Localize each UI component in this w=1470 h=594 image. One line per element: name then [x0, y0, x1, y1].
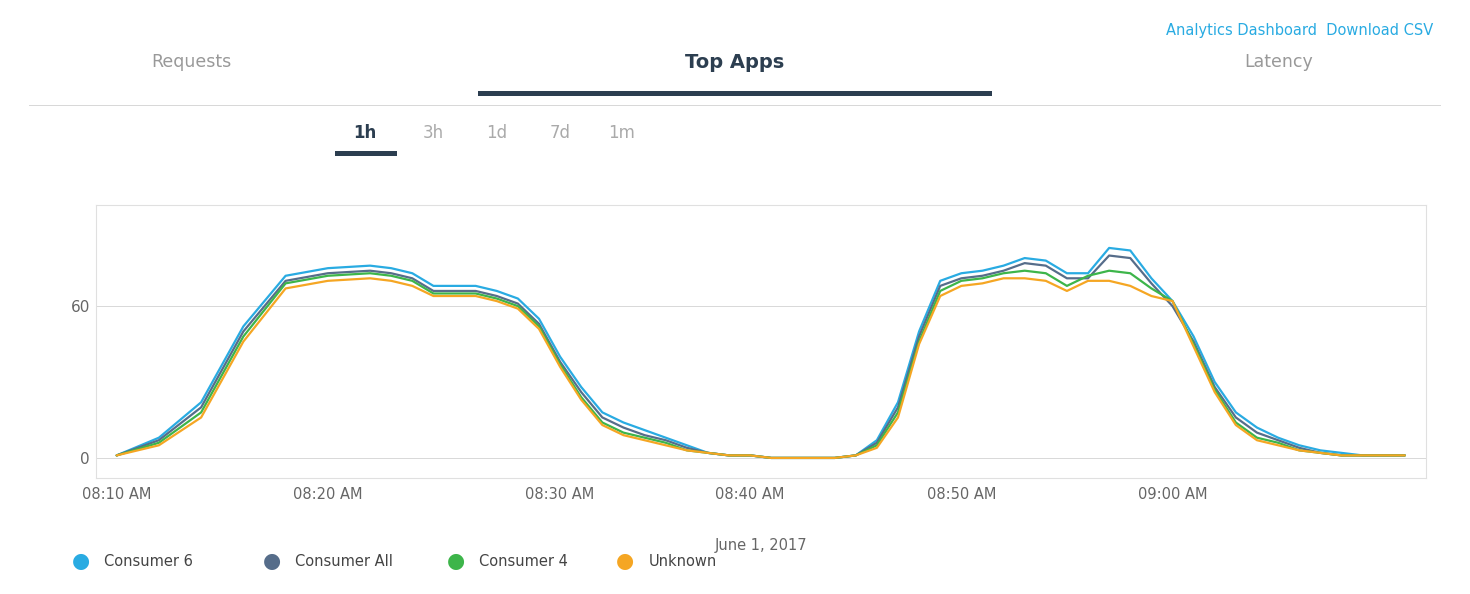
- Text: June 1, 2017: June 1, 2017: [714, 538, 807, 553]
- Text: ●: ●: [616, 551, 634, 571]
- Text: Requests: Requests: [151, 53, 231, 71]
- Text: 7d: 7d: [550, 124, 570, 142]
- Text: 3h: 3h: [423, 124, 444, 142]
- Text: Top Apps: Top Apps: [685, 53, 785, 72]
- Text: Consumer 6: Consumer 6: [104, 554, 193, 569]
- Text: ●: ●: [447, 551, 465, 571]
- Text: Latency: Latency: [1245, 53, 1313, 71]
- Text: Analytics Dashboard  Download CSV: Analytics Dashboard Download CSV: [1166, 23, 1433, 37]
- Text: 1d: 1d: [487, 124, 507, 142]
- Text: ●: ●: [263, 551, 281, 571]
- Text: Consumer All: Consumer All: [295, 554, 394, 569]
- Text: 1m: 1m: [609, 124, 635, 142]
- Text: ●: ●: [72, 551, 90, 571]
- Text: 1h: 1h: [353, 124, 376, 142]
- Text: Consumer 4: Consumer 4: [479, 554, 567, 569]
- Text: Unknown: Unknown: [648, 554, 716, 569]
